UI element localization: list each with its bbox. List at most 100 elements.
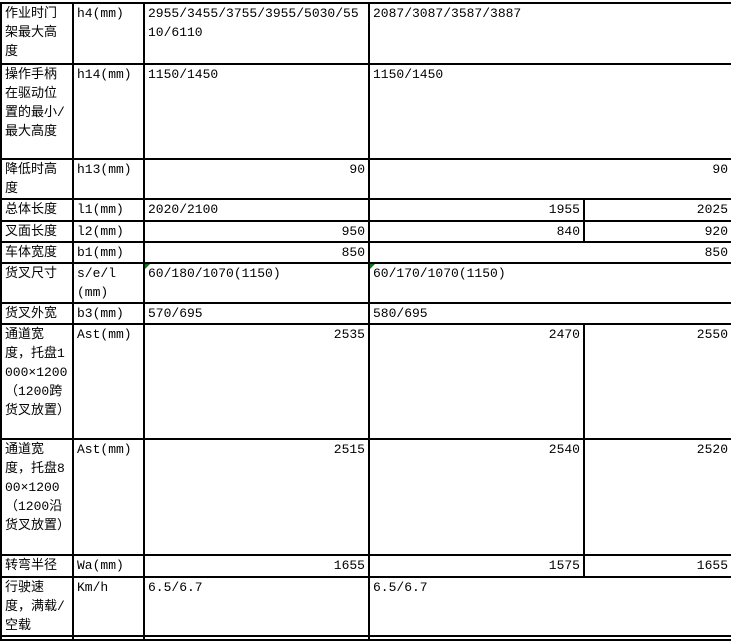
value-cell[interactable]: 840 (368, 220, 585, 243)
parameter-code-cell[interactable]: h4(mm) (72, 2, 145, 65)
table-row: 转弯半径 Wa(mm) 1655 1575 1655 (0, 554, 731, 578)
spec-name-cell[interactable] (0, 635, 74, 641)
value-cell[interactable]: 2087/3087/3587/3887 (367, 2, 731, 65)
parameter-code-cell[interactable]: b3(mm) (72, 302, 145, 325)
cell-text: 1150/1450 (373, 67, 444, 82)
cell-text: 950 (341, 224, 365, 239)
value-cell[interactable]: 920 (582, 220, 731, 243)
cell-text: 1655 (696, 558, 729, 573)
spec-name-cell[interactable]: 降低时高度 (0, 158, 74, 200)
value-cell[interactable]: 60/180/1070(1150) (143, 262, 370, 304)
spec-name-cell[interactable]: 总体长度 (0, 198, 74, 222)
spec-name-cell[interactable]: 操作手柄在驱动位置的最小/最大高度 (0, 63, 74, 160)
table-row: 操作手柄在驱动位置的最小/最大高度 h14(mm) 1150/1450 1150/14… (0, 63, 731, 160)
parameter-code-cell[interactable] (72, 635, 145, 641)
value-cell[interactable]: 2025 (582, 198, 731, 222)
cell-text: 2535 (333, 327, 365, 342)
table-row: 叉面长度 l2(mm) 950 840 920 (0, 220, 731, 243)
cell-text: 2550 (696, 327, 729, 342)
cell-text: 2540 (548, 442, 580, 457)
parameter-code-cell[interactable]: Ast(mm) (72, 438, 145, 556)
table-row: 行驶速度，满载/空载 Km/h 6.5/6.7 6.5/6.7 (0, 576, 731, 637)
value-cell[interactable]: 90 (367, 158, 731, 200)
value-cell[interactable]: 2515 (143, 438, 370, 556)
cell-text: 920 (704, 224, 729, 239)
cell-text: 6.5/6.7 (148, 580, 203, 595)
parameter-code-cell[interactable]: s/e/l (mm) (72, 262, 145, 304)
spec-name-cell[interactable]: 车体宽度 (0, 241, 74, 264)
value-cell[interactable]: 850 (143, 241, 370, 264)
cell-text: 850 (341, 245, 365, 260)
parameter-code-cell[interactable]: h13(mm) (72, 158, 145, 200)
table-row: 车体宽度 b1(mm) 850 850 (0, 241, 731, 264)
cell-text: 90 (712, 162, 729, 177)
cell-text: 2520 (696, 442, 729, 457)
cell-text: 840 (556, 224, 580, 239)
value-cell[interactable]: 580/695 (367, 302, 731, 325)
cell-text: 1150/1450 (148, 67, 219, 82)
value-cell[interactable]: 570/695 (143, 302, 370, 325)
value-cell[interactable]: 6.5/6.7 (143, 576, 370, 637)
spec-name-cell[interactable]: 通道宽度，托盘800×1200（1200沿货叉放置） (0, 438, 74, 556)
value-cell[interactable]: 60/170/1070(1150) (367, 262, 731, 304)
value-cell[interactable]: 2535 (143, 323, 370, 440)
cell-text: 2515 (333, 442, 365, 457)
cell-text: 570/695 (148, 306, 203, 321)
spec-name-cell[interactable]: 通道宽度，托盘1000×1200（1200跨货叉放置） (0, 323, 74, 440)
value-cell[interactable]: 1575 (368, 554, 585, 578)
parameter-code-cell[interactable]: l2(mm) (72, 220, 145, 243)
parameter-code-cell[interactable]: Wa(mm) (72, 554, 145, 578)
cell-text: 580/695 (373, 306, 428, 321)
value-cell[interactable]: 950 (143, 220, 370, 243)
value-cell[interactable] (143, 635, 370, 641)
error-indicator-icon (371, 265, 375, 269)
table-row (0, 635, 731, 641)
cell-text: 60/180/1070(1150) (148, 266, 281, 281)
cell-text: 850 (704, 245, 729, 260)
parameter-code-cell[interactable]: Ast(mm) (72, 323, 145, 440)
value-cell[interactable]: 2020/2100 (143, 198, 370, 222)
value-cell[interactable]: 1150/1450 (367, 63, 731, 160)
cell-text: 1955 (548, 202, 580, 217)
value-cell[interactable]: 2540 (368, 438, 585, 556)
value-cell[interactable] (367, 635, 731, 641)
table-row: 通道宽度，托盘800×1200（1200沿货叉放置） Ast(mm) 2515 254… (0, 438, 731, 556)
value-cell[interactable]: 1655 (143, 554, 370, 578)
error-indicator-icon (146, 265, 150, 269)
cell-text: 60/170/1070(1150) (373, 266, 506, 281)
parameter-code-cell[interactable]: Km/h (72, 576, 145, 637)
table-row: 总体长度 l1(mm) 2020/2100 1955 2025 (0, 198, 731, 222)
spec-name-cell[interactable]: 叉面长度 (0, 220, 74, 243)
value-cell[interactable]: 6.5/6.7 (367, 576, 731, 637)
cell-text: 90 (349, 162, 365, 177)
value-cell[interactable]: 2520 (582, 438, 731, 556)
parameter-code-cell[interactable]: l1(mm) (72, 198, 145, 222)
value-cell[interactable]: 1655 (582, 554, 731, 578)
value-cell[interactable]: 850 (367, 241, 731, 264)
value-cell[interactable]: 1955 (368, 198, 585, 222)
spec-name-cell[interactable]: 转弯半径 (0, 554, 74, 578)
value-cell[interactable]: 2470 (368, 323, 585, 440)
cell-text: 1575 (548, 558, 580, 573)
cell-text: 2025 (696, 202, 729, 217)
spec-name-cell[interactable]: 货叉外宽 (0, 302, 74, 325)
cell-text: 2470 (548, 327, 580, 342)
cell-text: 1655 (333, 558, 365, 573)
value-cell[interactable]: 90 (143, 158, 370, 200)
parameter-code-cell[interactable]: h14(mm) (72, 63, 145, 160)
value-cell[interactable]: 2550 (582, 323, 731, 440)
spec-name-cell[interactable]: 货叉尺寸 (0, 262, 74, 304)
value-cell[interactable]: 1150/1450 (143, 63, 370, 160)
table-row: 货叉尺寸 s/e/l (mm) 60/180/1070(1150) 60/170/10… (0, 262, 731, 304)
table-row: 货叉外宽 b3(mm) 570/695 580/695 (0, 302, 731, 325)
table-row: 通道宽度，托盘1000×1200（1200跨货叉放置） Ast(mm) 2535 24… (0, 323, 731, 440)
spec-name-cell[interactable]: 行驶速度，满载/空载 (0, 576, 74, 637)
table-row: 作业时门架最大高度 h4(mm) 2955/3455/3755/3955/5030/… (0, 2, 731, 65)
cell-text: 2087/3087/3587/3887 (373, 6, 522, 21)
parameter-code-cell[interactable]: b1(mm) (72, 241, 145, 264)
spec-name-cell[interactable]: 作业时门架最大高度 (0, 2, 74, 65)
value-cell[interactable]: 2955/3455/3755/3955/5030/5510/6110 (143, 2, 370, 65)
